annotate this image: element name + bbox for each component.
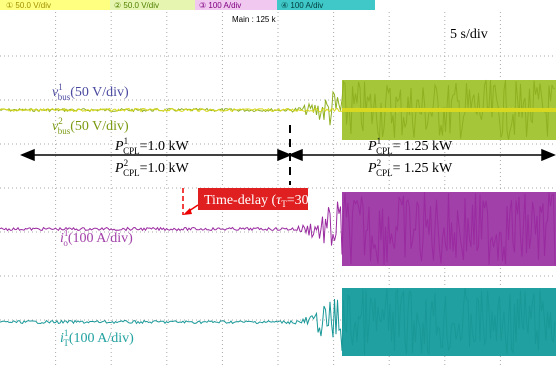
time-scale: 5 s/div [450, 27, 488, 42]
value: = 1.25 kW [393, 139, 453, 154]
subscript: bus [58, 92, 71, 102]
subscript: CPL [376, 146, 393, 156]
page: ① 50.0 V/div ② 50.0 V/div ③ 100 A/div ④ … [0, 0, 556, 366]
value: =1.0 kW [140, 139, 190, 154]
ch3-label: ③ 100 A/div [199, 1, 241, 10]
superscript: 2 [124, 158, 129, 168]
ch4-label: ④ 100 A/div [281, 1, 323, 10]
subscript: CPL [123, 146, 140, 156]
scope-screen: ① 50.0 V/div ② 50.0 V/div ③ 100 A/div ④ … [0, 0, 556, 366]
subscript: CPL [376, 168, 393, 178]
value: (50 V/div) [70, 119, 129, 134]
superscript: 1 [58, 82, 63, 92]
subscript: CPL [123, 168, 140, 178]
value: =1.0 kW [140, 161, 190, 176]
value: (100 A/div) [68, 231, 133, 246]
ch1-label: ① 50.0 V/div [6, 1, 51, 10]
value: = 1.25 kW [393, 161, 453, 176]
superscript: 1 [124, 136, 129, 146]
superscript: 2 [58, 116, 63, 126]
superscript: 2 [377, 158, 382, 168]
timebase: Main : 125 k [232, 15, 277, 24]
value: (50 V/div) [70, 85, 129, 100]
delay-label: Time-delay (τT=30ms) [204, 193, 330, 209]
ch2-label: ② 50.0 V/div [114, 1, 159, 10]
superscript: 1 [377, 136, 382, 146]
subscript: bus [58, 126, 71, 136]
value: (100 A/div) [69, 331, 134, 346]
superscript: 1 [64, 328, 69, 338]
